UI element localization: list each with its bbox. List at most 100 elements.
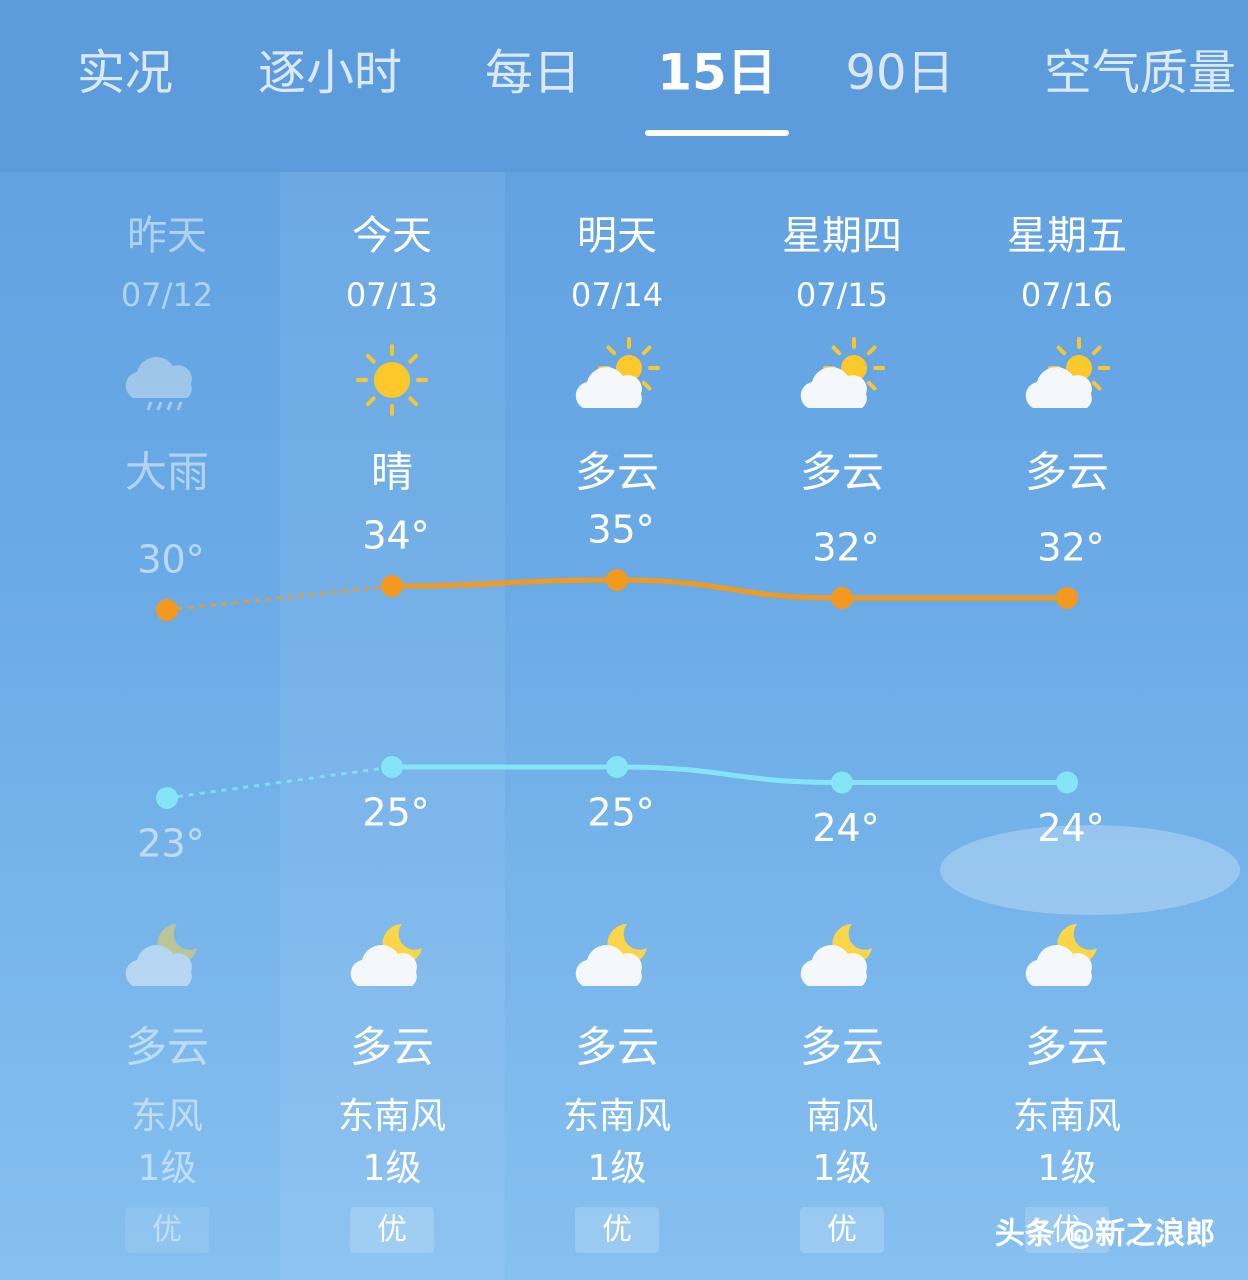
sun bbox=[374, 362, 410, 398]
tab-indicator bbox=[645, 130, 789, 136]
highs-label: 30° bbox=[137, 538, 204, 582]
day-weather: 多云 bbox=[1025, 448, 1109, 497]
night-icon bbox=[125, 924, 197, 986]
lows-label: 25° bbox=[362, 791, 429, 835]
cloud bbox=[575, 367, 642, 408]
today-highlight bbox=[280, 172, 505, 1280]
tab[interactable]: 逐小时 bbox=[258, 45, 402, 101]
wind-level: 1级 bbox=[138, 1148, 197, 1189]
lows-point bbox=[1056, 771, 1078, 794]
day-date: 07/14 bbox=[571, 276, 663, 314]
day-icon bbox=[356, 344, 428, 416]
night-weather: 多云 bbox=[800, 1023, 884, 1072]
sun-ray bbox=[866, 380, 877, 391]
day-name: 明天 bbox=[577, 213, 657, 259]
tab[interactable]: 空气质量 bbox=[1044, 45, 1236, 101]
day-date: 07/12 bbox=[121, 276, 213, 314]
lows-point bbox=[831, 771, 853, 794]
day-date: 07/16 bbox=[1021, 276, 1113, 314]
sun-ray bbox=[1091, 380, 1102, 391]
highs-point bbox=[606, 569, 628, 591]
day-icon bbox=[1025, 337, 1110, 408]
cloud bbox=[1025, 945, 1092, 986]
sun-ray bbox=[831, 345, 842, 356]
rain-drop bbox=[156, 401, 163, 411]
day-name: 星期五 bbox=[1007, 213, 1127, 259]
wind-level: 1级 bbox=[363, 1148, 422, 1189]
wind: 东南风 bbox=[563, 1096, 671, 1137]
cloud bbox=[125, 945, 192, 986]
aqi-badge bbox=[350, 1207, 434, 1253]
sun-ray bbox=[365, 396, 376, 407]
lows-label: 23° bbox=[137, 822, 204, 866]
lows-dashed bbox=[166, 765, 393, 800]
sun-ray bbox=[641, 345, 652, 356]
wind: 南风 bbox=[806, 1096, 878, 1137]
aqi: 优 bbox=[1052, 1213, 1082, 1248]
night-weather: 多云 bbox=[575, 1023, 659, 1072]
wind: 东风 bbox=[131, 1096, 203, 1137]
cloud bbox=[125, 357, 192, 398]
wind: 东南风 bbox=[1013, 1096, 1121, 1137]
lows-point bbox=[606, 756, 628, 778]
night-icon bbox=[575, 924, 647, 986]
sun bbox=[1066, 355, 1092, 381]
day-weather: 大雨 bbox=[125, 448, 209, 497]
tab[interactable]: 实况 bbox=[77, 45, 173, 101]
night-icon bbox=[1025, 924, 1097, 986]
highs-label: 32° bbox=[1037, 526, 1104, 570]
wind-level: 1级 bbox=[1038, 1148, 1097, 1189]
sun bbox=[616, 355, 642, 381]
highs-point bbox=[1056, 587, 1078, 609]
wind-level: 1级 bbox=[588, 1148, 647, 1189]
aqi: 优 bbox=[152, 1213, 182, 1248]
sun bbox=[841, 355, 867, 381]
rain-drop bbox=[146, 401, 153, 411]
night-weather: 多云 bbox=[1025, 1023, 1109, 1072]
aqi-badge bbox=[575, 1207, 659, 1253]
aqi-badge bbox=[800, 1207, 884, 1253]
night-icon bbox=[800, 924, 872, 986]
wind-level: 1级 bbox=[813, 1148, 872, 1189]
night-weather: 多云 bbox=[350, 1023, 434, 1072]
tab[interactable]: 每日 bbox=[485, 45, 581, 101]
day-date: 07/15 bbox=[796, 276, 888, 314]
day-weather: 多云 bbox=[800, 448, 884, 497]
rain-drop bbox=[176, 401, 183, 411]
aqi: 优 bbox=[827, 1213, 857, 1248]
rain-drop bbox=[166, 401, 173, 411]
aqi: 优 bbox=[377, 1213, 407, 1248]
cloud bbox=[800, 367, 867, 408]
highs-dashed bbox=[166, 584, 393, 612]
day-icon bbox=[800, 337, 885, 408]
tab-bar bbox=[0, 0, 1248, 172]
highs-point bbox=[381, 575, 403, 597]
lows-point bbox=[156, 787, 178, 809]
tab[interactable]: 15日 bbox=[657, 44, 777, 102]
sun-ray bbox=[866, 345, 877, 356]
sun-ray bbox=[641, 380, 652, 391]
cloud bbox=[800, 945, 867, 986]
sun-ray bbox=[365, 353, 376, 364]
day-weather: 晴 bbox=[371, 448, 413, 497]
wind: 东南风 bbox=[338, 1096, 446, 1137]
cloud bbox=[350, 945, 417, 986]
day-name: 星期四 bbox=[782, 213, 902, 259]
cloud bbox=[575, 945, 642, 986]
day-icon bbox=[125, 357, 192, 411]
aqi: 优 bbox=[602, 1213, 632, 1248]
day-name: 昨天 bbox=[127, 213, 207, 259]
highs-point bbox=[156, 599, 178, 621]
sun-ray bbox=[1091, 345, 1102, 356]
night-weather: 多云 bbox=[125, 1023, 209, 1072]
tab[interactable]: 90日 bbox=[845, 45, 954, 101]
lows-label: 25° bbox=[587, 791, 654, 835]
highs-label: 35° bbox=[587, 508, 654, 552]
